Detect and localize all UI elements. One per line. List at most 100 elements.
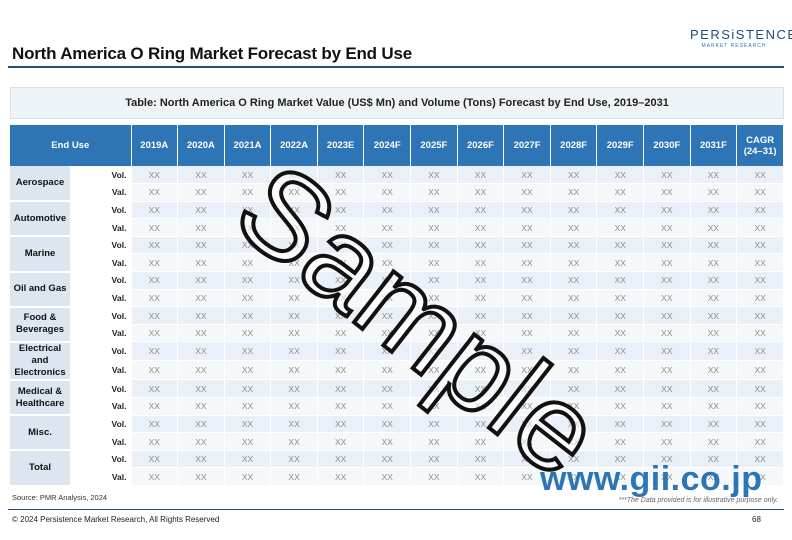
segment-name-line: Medical &: [17, 385, 63, 397]
value-cell: XX: [317, 253, 365, 273]
segment-name: Oil and Gas: [10, 271, 71, 308]
value-cell: XX: [643, 397, 691, 416]
value-cell: XX: [410, 201, 458, 220]
value-cell: XX: [131, 218, 179, 237]
value-cell: XX: [503, 467, 551, 486]
value-cell: XX: [690, 467, 738, 486]
value-cell: XX: [177, 415, 225, 434]
value-cell: XX: [363, 253, 412, 273]
value-cell: XX: [177, 183, 225, 202]
value-cell: XX: [363, 183, 412, 202]
table-row: Misc. Vol. XX XX XX XX XX XX XX XX XX XX XX XX XX XX: [10, 415, 784, 452]
value-cell: XX: [410, 341, 458, 362]
value-cell: XX: [317, 218, 365, 237]
value-cell: XX: [317, 166, 365, 185]
value-cell: XX: [410, 253, 458, 273]
value-cell: XX: [550, 397, 598, 416]
value-cell: XX: [363, 432, 412, 451]
value-cell: XX: [224, 271, 272, 290]
value-cell: XX: [131, 253, 179, 273]
value-cell: XX: [270, 415, 318, 434]
value-cell: XX: [643, 218, 691, 237]
value-cell: XX: [457, 397, 505, 416]
value-cell: XX: [270, 253, 318, 273]
value-cell: XX: [503, 397, 551, 416]
gii-watermark: www.gii.co.jp: [540, 460, 763, 498]
value-cell: XX: [224, 360, 272, 381]
value-cell: XX: [270, 450, 318, 469]
value-cell: XX: [224, 432, 272, 451]
table-header-row: End Use 2019A 2020A 2021A 2022A 2023E 2024F 20…: [10, 125, 784, 166]
value-cell: XX: [503, 253, 551, 273]
value-cell: XX: [643, 467, 691, 486]
value-cell: XX: [131, 271, 179, 290]
value-cell: XX: [736, 289, 784, 308]
value-cell: XX: [224, 341, 272, 362]
value-cell: XX: [690, 306, 738, 325]
value-cell: XX: [177, 253, 225, 273]
value-cell: XX: [270, 379, 318, 399]
metric-label: Vol.: [70, 201, 132, 220]
value-cell: XX: [224, 166, 272, 185]
value-cell: XX: [736, 253, 784, 273]
logo-wordmark: PERSiSTENCE: [690, 27, 792, 42]
copyright-text: © 2024 Persistence Market Research, All …: [12, 515, 220, 524]
value-cell: XX: [131, 341, 179, 362]
metric-label: Val.: [70, 397, 132, 416]
value-cell: XX: [690, 218, 738, 237]
value-cell: XX: [224, 415, 272, 434]
table-caption: Table: North America O Ring Market Value…: [10, 87, 784, 119]
value-cell: XX: [177, 360, 225, 381]
value-cell: XX: [690, 166, 738, 185]
metric-label: Vol.: [70, 341, 132, 362]
value-cell: XX: [317, 450, 365, 469]
table-row: Val. XX XX XX XX XX XX XX XX XX XX XX XX XX XX: [10, 324, 784, 343]
value-cell: XX: [131, 236, 179, 255]
value-cell: XX: [550, 218, 598, 237]
value-cell: XX: [457, 432, 505, 451]
value-cell: XX: [410, 289, 458, 308]
year-column-header: 2022A: [270, 125, 318, 166]
value-cell: XX: [690, 289, 738, 308]
value-cell: XX: [224, 306, 272, 325]
table-row: Marine Vol. XX XX XX XX XX XX XX XX XX XX XX XX XX XX: [10, 236, 784, 273]
value-cell: XX: [363, 166, 412, 185]
segment-name: Electrical and Electronics: [10, 341, 71, 381]
value-cell: XX: [550, 306, 598, 325]
value-cell: XX: [550, 166, 598, 185]
value-cell: XX: [131, 306, 179, 325]
value-cell: XX: [410, 324, 458, 343]
value-cell: XX: [131, 324, 179, 343]
value-cell: XX: [270, 236, 318, 255]
segment-name-line: Automotive: [13, 212, 67, 224]
value-cell: XX: [690, 201, 738, 220]
value-cell: XX: [224, 183, 272, 202]
value-cell: XX: [550, 379, 598, 399]
value-cell: XX: [643, 271, 691, 290]
value-cell: XX: [596, 341, 645, 362]
metric-label: Val.: [70, 360, 132, 381]
value-cell: XX: [410, 450, 458, 469]
value-cell: XX: [177, 166, 225, 185]
value-cell: XX: [224, 218, 272, 237]
value-cell: XX: [363, 236, 412, 255]
segment-name-line: Electrical and: [18, 342, 62, 366]
value-cell: XX: [363, 415, 412, 434]
segment-name: Medical & Healthcare: [10, 379, 71, 417]
value-cell: XX: [224, 201, 272, 220]
segment-name-line: Oil and Gas: [13, 283, 67, 295]
value-cell: XX: [131, 166, 179, 185]
value-cell: XX: [270, 432, 318, 451]
value-cell: XX: [690, 379, 738, 399]
value-cell: XX: [503, 183, 551, 202]
value-cell: XX: [503, 379, 551, 399]
value-cell: XX: [736, 432, 784, 451]
value-cell: XX: [457, 379, 505, 399]
value-cell: XX: [596, 306, 645, 325]
value-cell: XX: [410, 360, 458, 381]
table-row: Medical & Healthcare Vol. XX XX XX XX XX XX XX XX X…: [10, 379, 784, 417]
value-cell: XX: [177, 397, 225, 416]
value-cell: XX: [736, 306, 784, 325]
value-cell: XX: [550, 432, 598, 451]
value-cell: XX: [690, 341, 738, 362]
